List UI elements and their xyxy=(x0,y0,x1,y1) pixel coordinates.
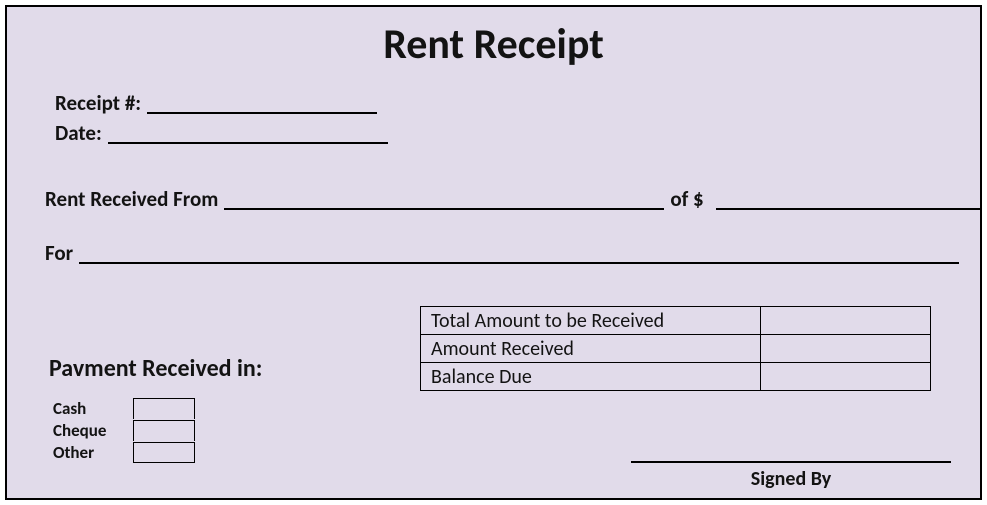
for-label: For xyxy=(45,240,73,266)
table-row: Balance Due xyxy=(421,363,931,391)
total-amount-label: Total Amount to be Received xyxy=(421,307,761,335)
rent-received-from-label: Rent Received From xyxy=(45,186,218,212)
payment-option-other: Other xyxy=(53,441,262,463)
header-block: Receipt #: Date: xyxy=(55,90,980,146)
payment-other-label: Other xyxy=(53,442,133,463)
rent-receipt-form: Rent Receipt Receipt #: Date: Rent Recei… xyxy=(5,5,982,500)
for-block: For xyxy=(45,240,980,266)
table-row: Amount Received xyxy=(421,335,931,363)
payment-received-block: Pavment Received in: Cash Cheque Other xyxy=(49,354,262,463)
balance-due-label: Balance Due xyxy=(421,363,761,391)
signature-label: Signed By xyxy=(631,467,951,491)
date-input-line[interactable] xyxy=(108,142,388,144)
payment-option-cheque: Cheque xyxy=(53,419,262,441)
signature-block: Signed By xyxy=(631,461,951,491)
amount-received-label: Amount Received xyxy=(421,335,761,363)
balance-due-value[interactable] xyxy=(761,363,931,391)
payment-other-box[interactable] xyxy=(133,442,195,463)
payment-option-cash: Cash xyxy=(53,397,262,419)
for-input-line[interactable] xyxy=(79,262,959,264)
payment-cash-label: Cash xyxy=(53,398,133,419)
signature-line[interactable] xyxy=(631,461,951,463)
receipt-number-label: Receipt #: xyxy=(55,90,141,116)
table-row: Total Amount to be Received xyxy=(421,307,931,335)
form-title: Rent Receipt xyxy=(7,19,980,70)
payment-received-heading: Pavment Received in: xyxy=(49,354,262,383)
amount-received-value[interactable] xyxy=(761,335,931,363)
date-label: Date: xyxy=(55,120,102,146)
payment-options: Cash Cheque Other xyxy=(53,397,262,463)
payment-cash-box[interactable] xyxy=(133,398,195,419)
payment-cheque-label: Cheque xyxy=(53,420,133,441)
rent-received-from-block: Rent Received From of $ xyxy=(45,186,980,212)
payment-cheque-box[interactable] xyxy=(133,420,195,441)
total-amount-value[interactable] xyxy=(761,307,931,335)
amount-input-line[interactable] xyxy=(716,208,980,210)
of-dollar-label: of $ xyxy=(670,186,703,212)
receipt-number-row: Receipt #: xyxy=(55,90,980,116)
rent-received-from-input-line[interactable] xyxy=(224,208,664,210)
date-row: Date: xyxy=(55,120,980,146)
receipt-number-input-line[interactable] xyxy=(147,112,377,114)
amounts-table: Total Amount to be Received Amount Recei… xyxy=(420,306,931,391)
